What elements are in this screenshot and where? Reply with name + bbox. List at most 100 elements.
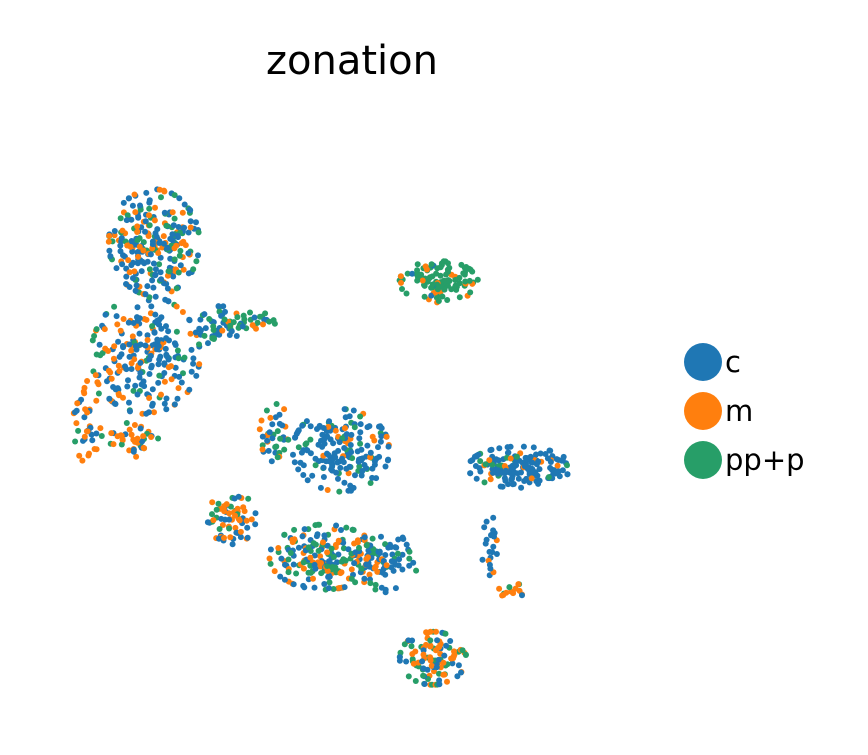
scatter-point-c (187, 207, 194, 214)
scatter-point-ppp (403, 290, 410, 297)
scatter-point-ppp (426, 275, 433, 282)
scatter-point-ppp (482, 461, 489, 468)
scatter-point-c (290, 451, 296, 458)
scatter-point-c (355, 458, 362, 465)
scatter-point-ppp (307, 436, 314, 443)
scatter-point-ppp (176, 252, 183, 259)
scatter-point-c (186, 386, 193, 393)
scatter-point-ppp (272, 444, 279, 450)
scatter-point-ppp (285, 569, 292, 576)
scatter-point-m (512, 585, 519, 592)
scatter-point-m (249, 322, 256, 329)
scatter-point-c (129, 248, 136, 255)
scatter-point-c (130, 275, 136, 282)
scatter-point-m (351, 540, 358, 547)
scatter-point-ppp (227, 322, 234, 329)
scatter-point-m (232, 524, 239, 531)
scatter-point-c (479, 556, 486, 563)
scatter-point-m (248, 516, 255, 523)
scatter-point-c (376, 550, 383, 557)
scatter-point-c (326, 418, 333, 425)
scatter-point-c (116, 353, 123, 360)
scatter-point-c (325, 585, 332, 592)
scatter-point-ppp (434, 286, 441, 293)
scatter-point-c (233, 333, 240, 339)
scatter-point-m (126, 426, 133, 433)
scatter-point-m (440, 659, 447, 666)
scatter-point-m (124, 242, 131, 249)
legend: cm pp+p (684, 343, 805, 479)
scatter-point-c (320, 425, 327, 431)
scatter-point-c (216, 331, 223, 338)
scatter-point-m (289, 539, 296, 546)
scatter-point-m (125, 257, 132, 264)
scatter-point-c (152, 293, 159, 300)
scatter-point-m (487, 476, 494, 483)
scatter-point-m (156, 186, 163, 193)
scatter-point-c (564, 471, 571, 478)
scatter-point-ppp (459, 647, 466, 654)
scatter-point-c (163, 395, 170, 402)
scatter-point-c (345, 487, 352, 494)
scatter-point-c (490, 527, 497, 534)
scatter-point-c (524, 465, 531, 472)
scatter-point-c (458, 669, 464, 676)
scatter-point-c (137, 370, 144, 377)
scatter-point-ppp (226, 525, 233, 532)
legend-item-c: c (684, 343, 741, 381)
scatter-point-ppp (330, 586, 337, 592)
scatter-point-c (496, 445, 503, 452)
scatter-point-c (519, 592, 525, 599)
scatter-point-c (352, 549, 359, 556)
scatter-point-c (317, 484, 324, 491)
scatter-point-c (268, 458, 275, 465)
scatter-point-c (118, 235, 125, 241)
scatter-point-c (361, 534, 368, 541)
scatter-point-ppp (234, 314, 241, 321)
scatter-point-m (510, 590, 517, 597)
scatter-point-c (282, 561, 288, 568)
scatter-point-c (361, 575, 368, 582)
scatter-point-ppp (462, 278, 469, 285)
scatter-point-c (299, 422, 306, 429)
scatter-point-m (507, 455, 514, 462)
scatter-point-m (111, 232, 118, 239)
scatter-point-c (148, 303, 155, 310)
scatter-point-m (243, 517, 250, 524)
scatter-point-c (188, 368, 195, 375)
scatter-point-c (350, 407, 357, 414)
scatter-point-c (529, 466, 536, 473)
scatter-point-c (169, 231, 176, 238)
scatter-point-ppp (91, 333, 98, 339)
scatter-point-c (205, 340, 211, 347)
scatter-point-c (341, 406, 348, 413)
legend-marker-m (684, 392, 722, 430)
scatter-point-m (146, 212, 152, 219)
scatter-point-m (128, 431, 135, 438)
scatter-point-ppp (444, 297, 451, 303)
scatter-point-m (317, 553, 324, 560)
scatter-point-c (421, 681, 428, 687)
scatter-point-c (488, 532, 494, 539)
scatter-point-c (123, 366, 130, 373)
scatter-point-c (106, 395, 113, 402)
scatter-point-c (378, 425, 385, 432)
scatter-point-m (444, 678, 450, 685)
scatter-point-c (433, 664, 440, 671)
scatter-point-c (117, 248, 124, 255)
scatter-point-ppp (190, 266, 197, 273)
scatter-point-c (400, 536, 407, 542)
scatter-point-m (410, 660, 417, 667)
scatter-point-m (76, 452, 83, 459)
scatter-point-c (174, 232, 181, 239)
scatter-point-m (219, 522, 226, 528)
scatter-point-ppp (413, 567, 420, 574)
scatter-point-c (357, 429, 364, 436)
scatter-point-c (120, 199, 127, 206)
scatter-point-m (451, 648, 457, 655)
scatter-point-m (131, 191, 138, 198)
scatter-point-c (279, 422, 286, 429)
scatter-point-m (105, 348, 112, 354)
scatter-point-c (158, 314, 165, 321)
